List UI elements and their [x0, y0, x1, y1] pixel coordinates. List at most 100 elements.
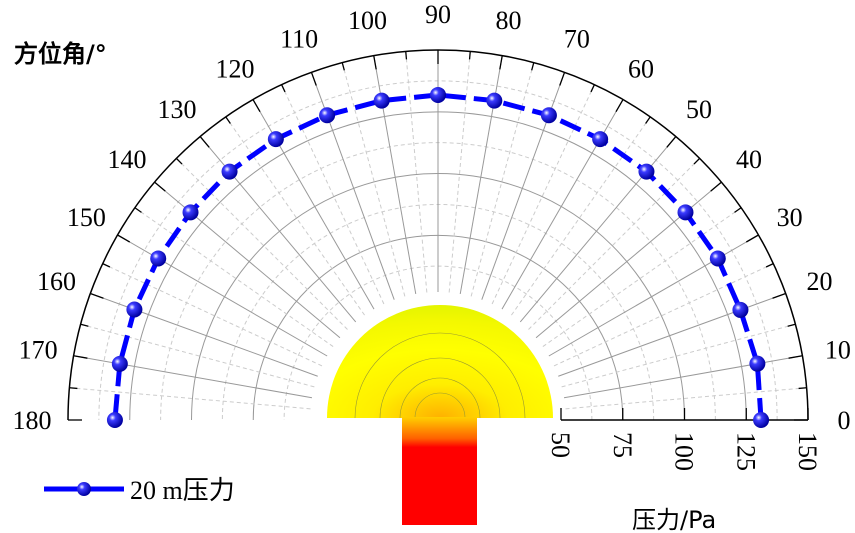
inset-stem [402, 417, 477, 525]
angular-tick [772, 292, 786, 299]
radial-tick-label: 50 [546, 432, 575, 458]
data-point [126, 301, 143, 318]
angular-tick-label: 150 [67, 203, 106, 232]
grid-radial-minor [561, 323, 796, 388]
angular-tick [73, 355, 88, 359]
angular-tick-label: 0 [838, 406, 851, 435]
angular-tick [666, 136, 677, 148]
grid-radial [535, 181, 722, 339]
angular-tick [787, 323, 796, 327]
angular-tick [559, 72, 566, 86]
angular-tick [468, 51, 471, 60]
angular-tick-label: 50 [686, 95, 712, 124]
angular-tick [499, 55, 503, 70]
grid-radial-minor [102, 263, 323, 367]
angular-tick [798, 387, 807, 390]
angular-tick-label: 110 [280, 24, 318, 53]
data-point [753, 412, 770, 428]
data-point [749, 355, 766, 372]
data-point [430, 86, 446, 103]
angular-tick [341, 62, 345, 71]
angular-tick [69, 387, 78, 390]
data-point [540, 107, 557, 124]
angular-tick-label: 20 [807, 267, 833, 296]
angular-tick-label: 100 [348, 6, 387, 35]
angular-tick [590, 84, 595, 93]
angular-tick [310, 72, 317, 86]
angular-tick [373, 55, 377, 70]
angular-tick-label: 60 [628, 54, 654, 83]
radial-tick-label: 125 [731, 432, 760, 471]
legend-label: 20 m压力 [130, 476, 235, 505]
grid-radial-minor [405, 51, 428, 293]
grid-radial [519, 136, 677, 323]
grid-radial-minor [565, 387, 807, 410]
grid-radial-minor [225, 116, 365, 316]
grid-radial [117, 234, 328, 357]
angular-tick-label: 180 [13, 406, 52, 435]
angular-tick [281, 84, 286, 93]
angular-tick-label: 130 [158, 95, 197, 124]
angular-tick [175, 157, 183, 165]
series-20m-pressure [106, 86, 770, 428]
grid-radial-minor [448, 51, 471, 293]
grid-radial-minor [470, 62, 535, 297]
data-point [732, 301, 749, 318]
grid-radial-minor [491, 84, 595, 305]
angular-tick [531, 62, 535, 71]
angular-tick [405, 51, 408, 60]
legend-marker [77, 482, 91, 496]
grid-radial [501, 99, 624, 310]
angular-tick [734, 207, 742, 213]
angular-tick [117, 234, 131, 243]
angular-tick [252, 99, 261, 113]
angular-tick [90, 292, 104, 299]
grid-radial [548, 234, 759, 357]
grid-radial-minor [511, 116, 651, 316]
grid-radial-minor [134, 207, 334, 347]
radial-tick-label: 150 [793, 432, 822, 471]
angular-tick [615, 99, 624, 113]
angular-tick-label: 90 [425, 0, 451, 29]
angular-tick [134, 207, 142, 213]
angular-tick-label: 30 [777, 203, 803, 232]
angular-tick [745, 234, 759, 243]
angular-tick-label: 170 [19, 335, 58, 364]
polar-axes: 0102030405060708090100110120130140150160… [13, 0, 851, 471]
data-point [709, 250, 726, 267]
inset-contour [399, 377, 481, 419]
angular-tick [154, 181, 166, 192]
data-point [182, 204, 199, 221]
grid-radial-minor [528, 158, 700, 330]
angular-tick [80, 323, 89, 327]
data-point [221, 163, 238, 180]
angular-tick-label: 10 [825, 335, 851, 364]
angular-tick [710, 181, 722, 192]
data-point [319, 107, 336, 124]
angular-tick-label: 40 [736, 145, 762, 174]
angular-tick [645, 116, 651, 124]
grid-radial-minor [281, 84, 385, 305]
data-point [677, 204, 694, 221]
inset-contour [414, 392, 466, 419]
radial-axis-label: 压力/Pa [632, 506, 716, 533]
angular-tick-label: 80 [496, 6, 522, 35]
angular-tick [225, 116, 231, 124]
data-point [150, 250, 167, 267]
angular-tick [102, 263, 111, 268]
data-point [373, 92, 390, 109]
data-point [486, 92, 503, 109]
inset-semicircle [327, 305, 553, 418]
data-point [106, 412, 123, 428]
legend: 20 m压力 [44, 476, 235, 505]
angular-tick [199, 136, 210, 148]
grid-radial [154, 181, 341, 339]
data-point [592, 131, 609, 148]
radial-tick-label: 75 [608, 432, 637, 458]
data-point [111, 355, 128, 372]
grid-radial-minor [69, 387, 311, 410]
angular-tick-label: 120 [216, 54, 255, 83]
grid-radial [252, 99, 375, 310]
grid-radial-minor [176, 158, 348, 330]
